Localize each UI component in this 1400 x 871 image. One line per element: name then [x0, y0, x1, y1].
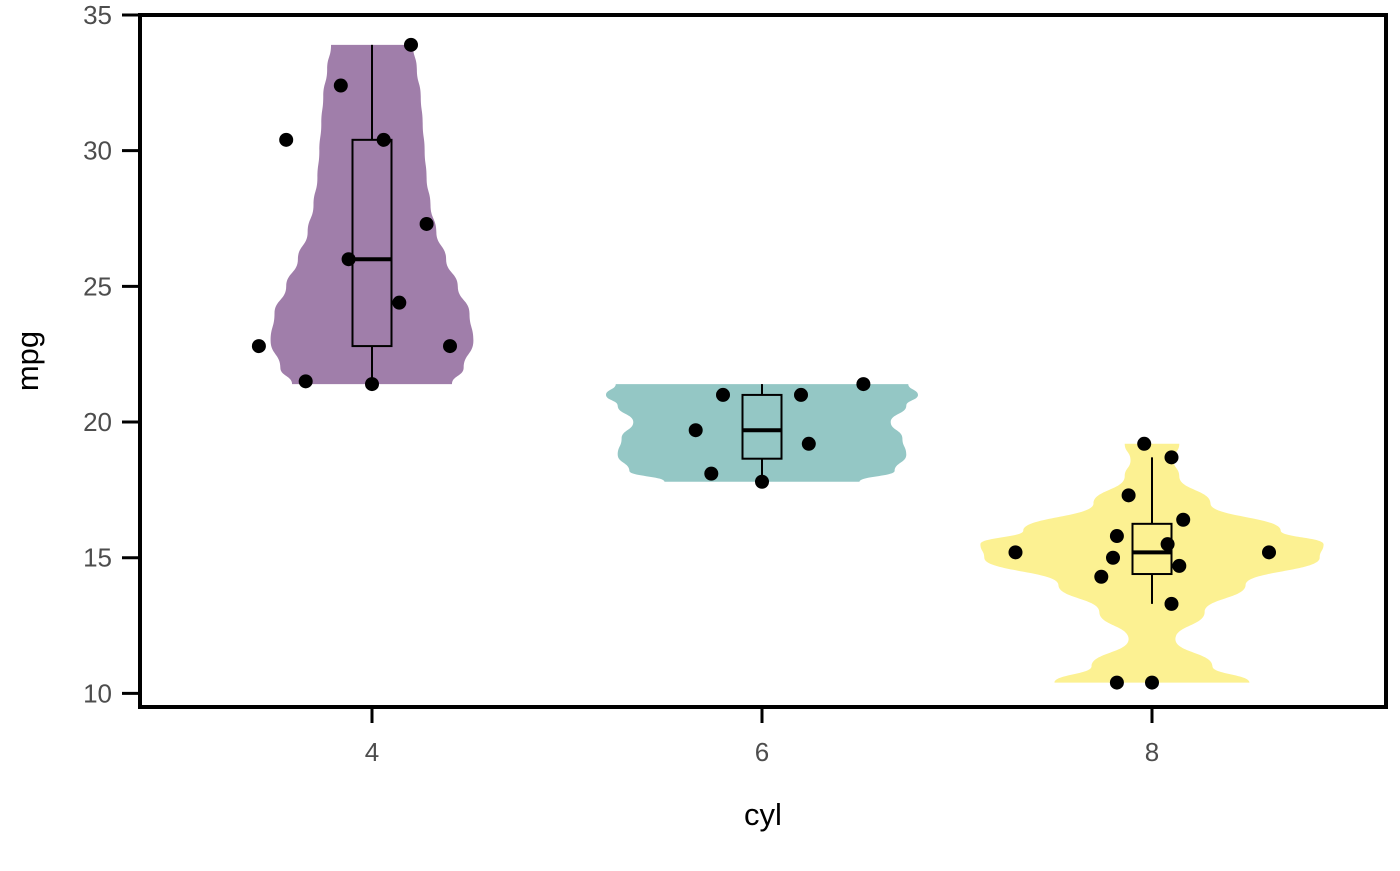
box-6 — [741, 393, 783, 460]
y-tick-label-25: 25 — [83, 271, 112, 301]
point-8-8 — [1160, 537, 1175, 552]
point-4-9 — [419, 216, 434, 231]
violin-8 — [980, 443, 1324, 683]
box-4 — [351, 138, 393, 348]
point-4-7 — [392, 295, 407, 310]
y-axis-title: mpg — [10, 331, 45, 391]
point-8-13 — [1262, 545, 1276, 560]
point-4-4 — [341, 252, 356, 267]
point-4-8 — [404, 37, 418, 52]
point-8-0 — [1008, 545, 1023, 560]
point-4-10 — [443, 339, 457, 354]
violin-6 — [606, 384, 918, 482]
point-4-1 — [279, 132, 294, 147]
point-8-1 — [1094, 569, 1109, 584]
point-4-0 — [251, 339, 266, 354]
point-8-6 — [1137, 436, 1152, 451]
points-layer — [251, 37, 1276, 690]
point-6-5 — [801, 436, 816, 451]
x-tick-label-4: 4 — [365, 737, 379, 767]
point-4-2 — [298, 374, 313, 389]
point-8-3 — [1109, 529, 1124, 544]
point-4-5 — [365, 377, 379, 392]
x-tick-label-8: 8 — [1145, 737, 1159, 767]
point-6-4 — [794, 387, 808, 402]
point-4-6 — [376, 132, 391, 147]
violin-4 — [270, 44, 474, 385]
point-6-0 — [688, 423, 703, 438]
point-6-2 — [716, 387, 730, 402]
point-6-6 — [856, 377, 871, 392]
point-8-5 — [1121, 488, 1136, 503]
x-tick-label-6: 6 — [755, 737, 769, 767]
point-8-10 — [1164, 596, 1179, 611]
y-tick-label-15: 15 — [83, 543, 112, 573]
point-8-12 — [1176, 512, 1191, 527]
axes-layer: 10 15 20 25 30 35 4 6 8 — [83, 0, 1388, 767]
point-8-4 — [1109, 675, 1124, 690]
point-8-11 — [1172, 558, 1187, 573]
violins-layer — [270, 44, 1324, 683]
boxplots-layer — [351, 44, 1173, 604]
point-6-1 — [704, 466, 719, 481]
point-8-7 — [1145, 675, 1159, 690]
y-tick-label-35: 35 — [83, 0, 112, 30]
point-4-3 — [333, 78, 348, 93]
y-tick-label-30: 30 — [83, 136, 112, 166]
y-tick-label-10: 10 — [83, 678, 112, 708]
x-axis-title: cyl — [744, 797, 782, 832]
point-6-3 — [755, 474, 769, 489]
point-8-2 — [1106, 550, 1120, 565]
y-tick-label-20: 20 — [83, 407, 112, 437]
point-8-9 — [1164, 450, 1179, 465]
